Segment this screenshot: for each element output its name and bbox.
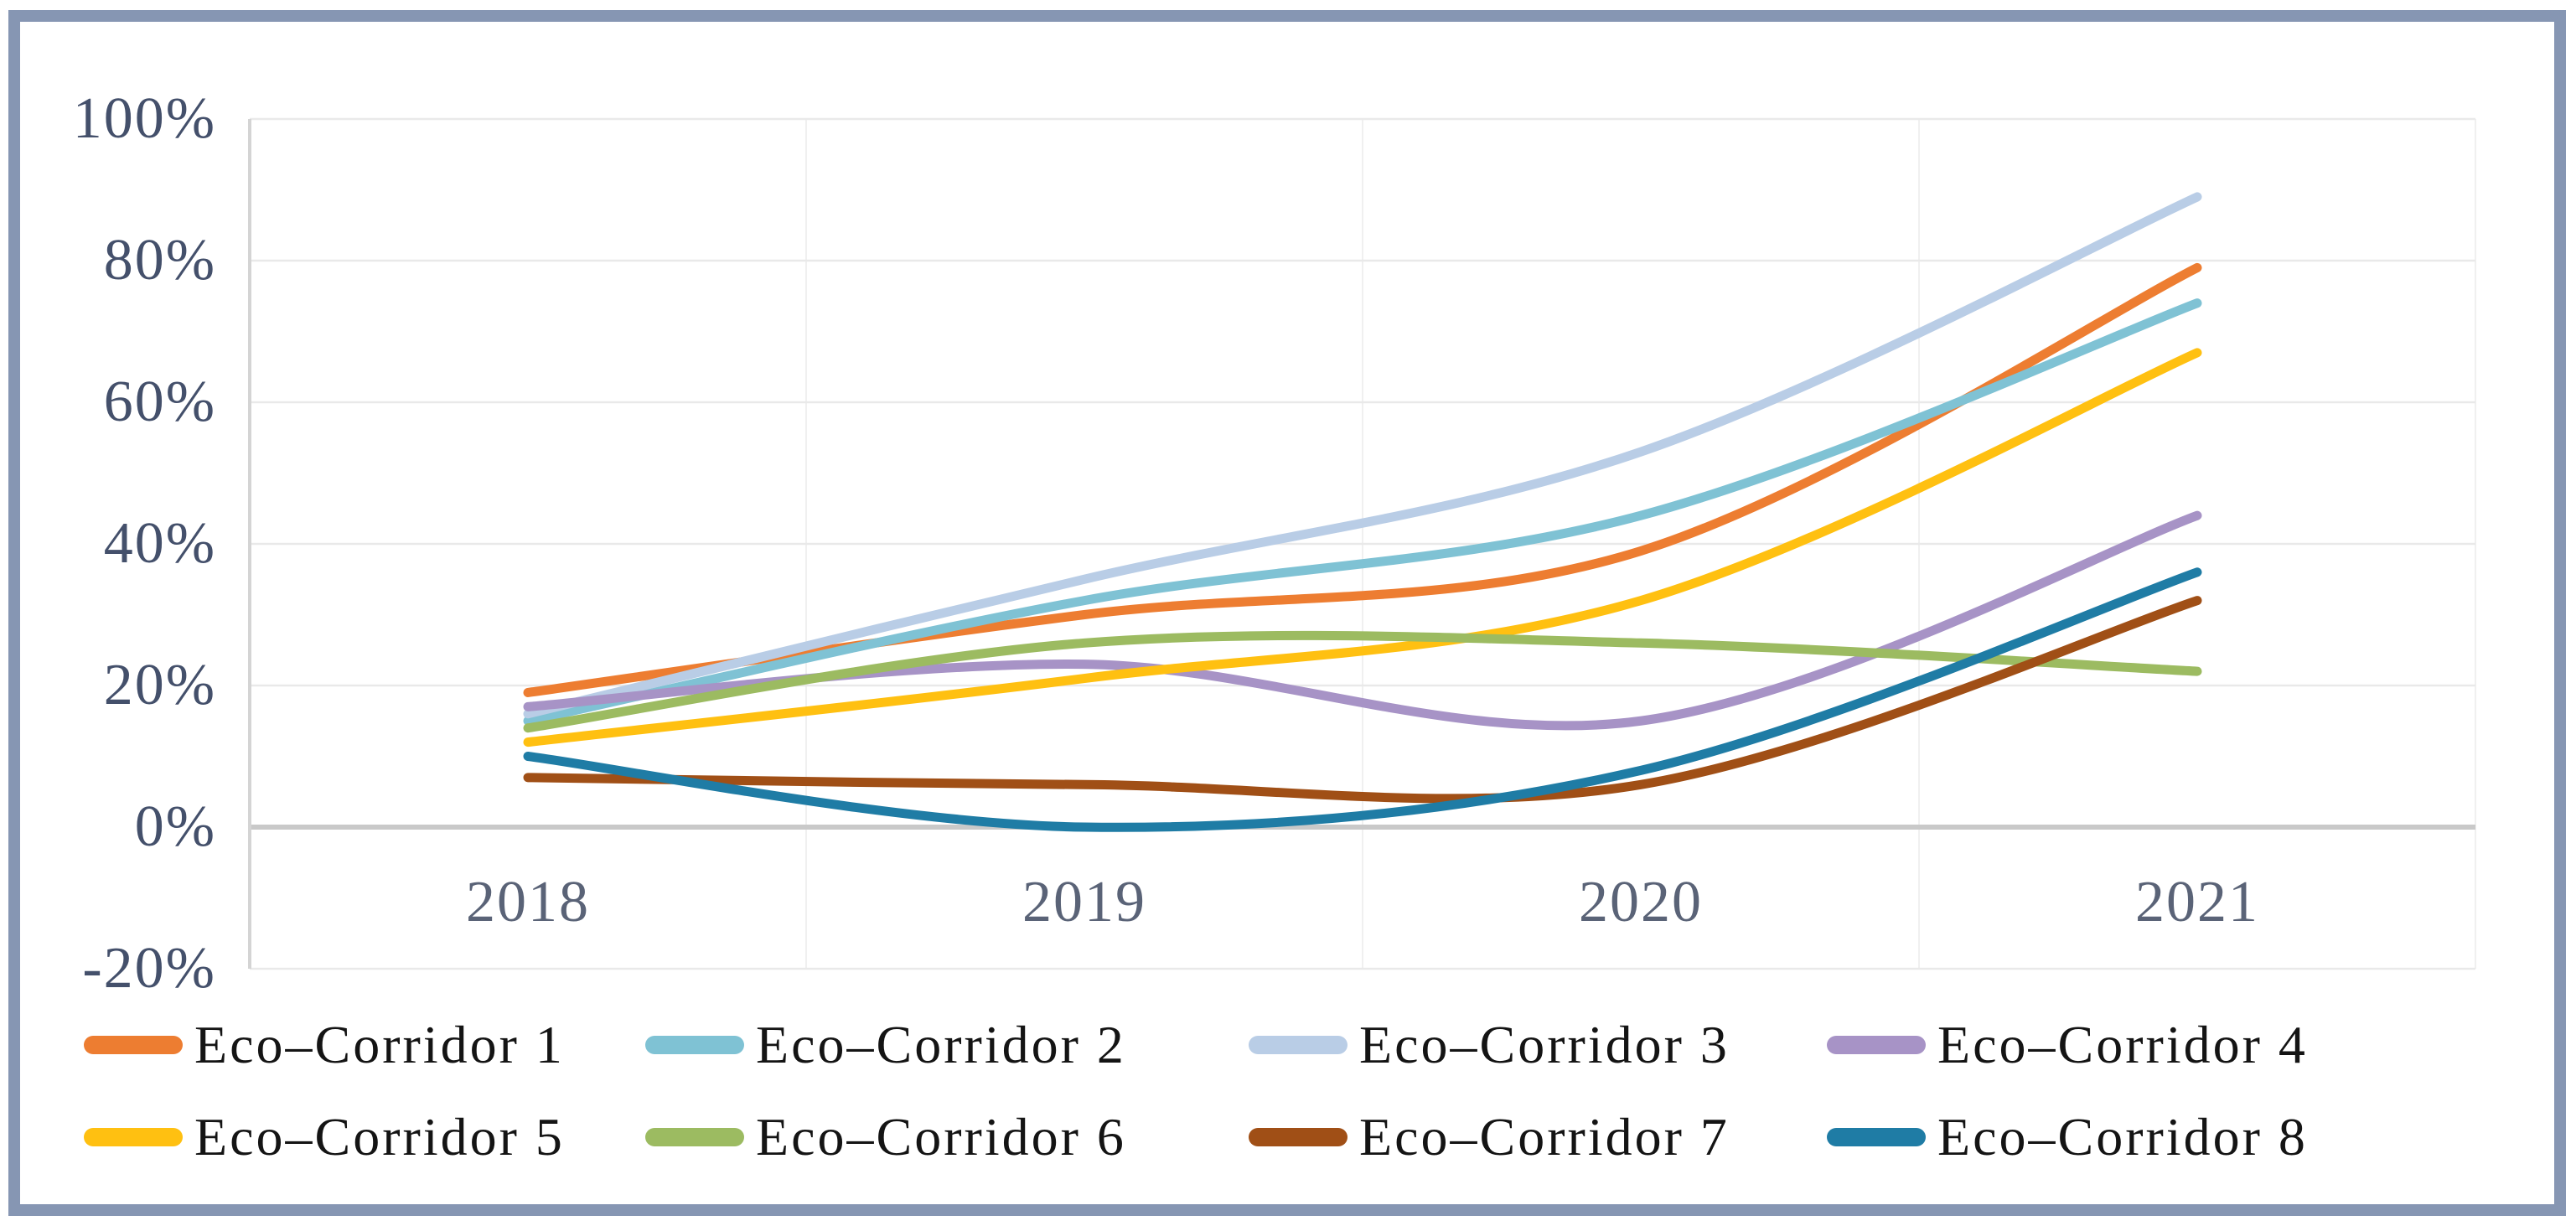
legend-item-corridor-8: Eco–Corridor 8	[1827, 1107, 2308, 1167]
legend-label-corridor-5: Eco–Corridor 5	[194, 1107, 565, 1167]
y-axis-tick-80: 80%	[103, 228, 216, 292]
legend-item-corridor-5: Eco–Corridor 5	[84, 1107, 565, 1167]
y-axis-tick-100: 100%	[72, 86, 216, 151]
series-line	[523, 192, 2202, 719]
figure-border-frame	[8, 10, 2566, 1216]
y-axis-tick-20: 20%	[103, 653, 216, 717]
legend-label-corridor-2: Eco–Corridor 2	[756, 1015, 1126, 1074]
x-axis-tick-2018: 2018	[466, 870, 590, 934]
series-line	[523, 567, 2202, 832]
legend-item-corridor-6: Eco–Corridor 6	[645, 1107, 1126, 1167]
legend-label-corridor-8: Eco–Corridor 8	[1937, 1107, 2308, 1167]
legend-item-corridor-3: Eco–Corridor 3	[1249, 1015, 1730, 1074]
legend-swatch-corridor-1	[84, 1036, 183, 1054]
legend-item-corridor-1: Eco–Corridor 1	[84, 1015, 565, 1074]
y-axis-tick-40: 40%	[103, 511, 216, 576]
series-line	[523, 298, 2202, 726]
legend-item-corridor-7: Eco–Corridor 7	[1249, 1107, 1730, 1167]
y-axis-tick-neg20: -20%	[82, 936, 216, 1001]
legend-label-corridor-6: Eco–Corridor 6	[756, 1107, 1126, 1167]
x-axis-tick-2021: 2021	[2135, 870, 2259, 934]
series-line	[523, 596, 2202, 804]
legend-swatch-corridor-5	[84, 1128, 183, 1146]
legend-swatch-corridor-3	[1249, 1036, 1347, 1054]
legend-swatch-corridor-7	[1249, 1128, 1347, 1146]
y-axis-tick-60: 60%	[103, 370, 216, 434]
series-line	[523, 630, 2202, 733]
legend-swatch-corridor-6	[645, 1128, 744, 1146]
legend-swatch-corridor-4	[1827, 1036, 1926, 1054]
legend-item-corridor-4: Eco–Corridor 4	[1827, 1015, 2308, 1074]
x-axis-tick-2020: 2020	[1579, 870, 1703, 934]
series-line	[523, 348, 2202, 747]
legend-swatch-corridor-2	[645, 1036, 744, 1054]
legend-label-corridor-3: Eco–Corridor 3	[1359, 1015, 1730, 1074]
legend-label-corridor-1: Eco–Corridor 1	[194, 1015, 565, 1074]
legend-label-corridor-7: Eco–Corridor 7	[1359, 1107, 1730, 1167]
x-axis-tick-2019: 2019	[1022, 870, 1146, 934]
legend-swatch-corridor-8	[1827, 1128, 1926, 1146]
legend-label-corridor-4: Eco–Corridor 4	[1937, 1015, 2308, 1074]
legend-item-corridor-2: Eco–Corridor 2	[645, 1015, 1126, 1074]
y-axis-tick-0: 0%	[134, 794, 216, 859]
